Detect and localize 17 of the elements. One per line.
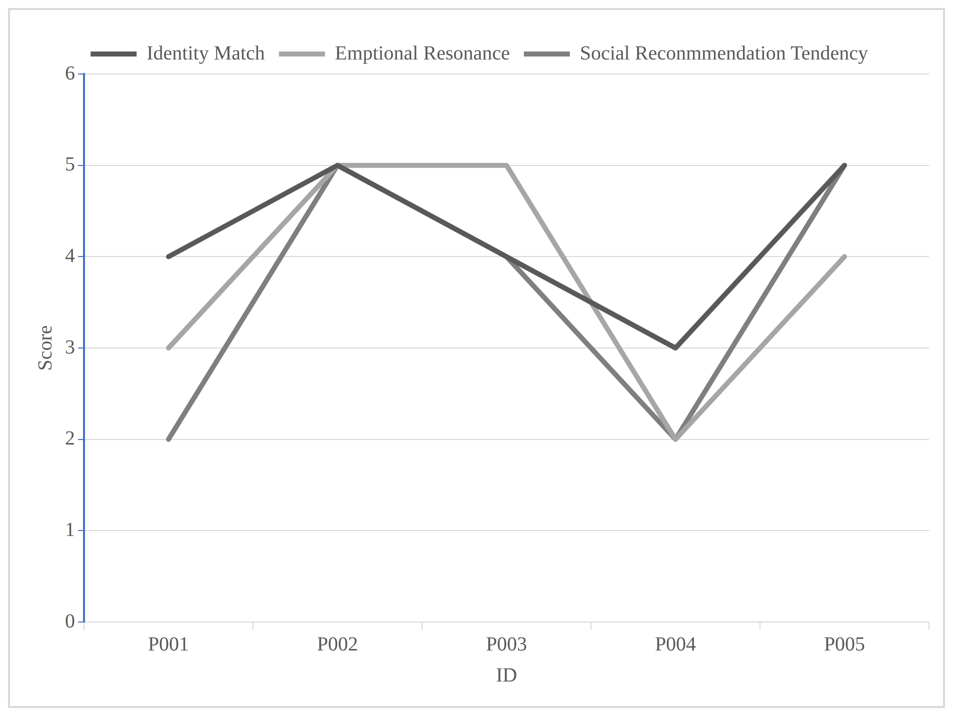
y-axis-title: Score — [34, 325, 56, 371]
y-tick-label: 4 — [65, 244, 75, 267]
x-tick-label: P001 — [148, 633, 190, 656]
x-tick-label: P003 — [486, 633, 528, 656]
y-tick-label: 6 — [65, 62, 75, 84]
y-tick-label: 3 — [65, 336, 75, 358]
legend-label: Identity Match — [146, 42, 265, 64]
y-tick-label: 0 — [65, 610, 75, 632]
y-tick-label: 2 — [65, 428, 75, 450]
legend-label: Social Reconmmendation Tendency — [580, 42, 868, 64]
y-tick-label: 1 — [65, 518, 75, 541]
x-tick-label: P005 — [824, 633, 866, 656]
x-tick-label: P004 — [654, 633, 696, 656]
x-tick-label: P002 — [316, 633, 358, 656]
y-tick-label: 5 — [65, 154, 75, 176]
legend-label: Emptional Resonance — [334, 42, 510, 64]
x-axis-title: ID — [496, 664, 518, 686]
